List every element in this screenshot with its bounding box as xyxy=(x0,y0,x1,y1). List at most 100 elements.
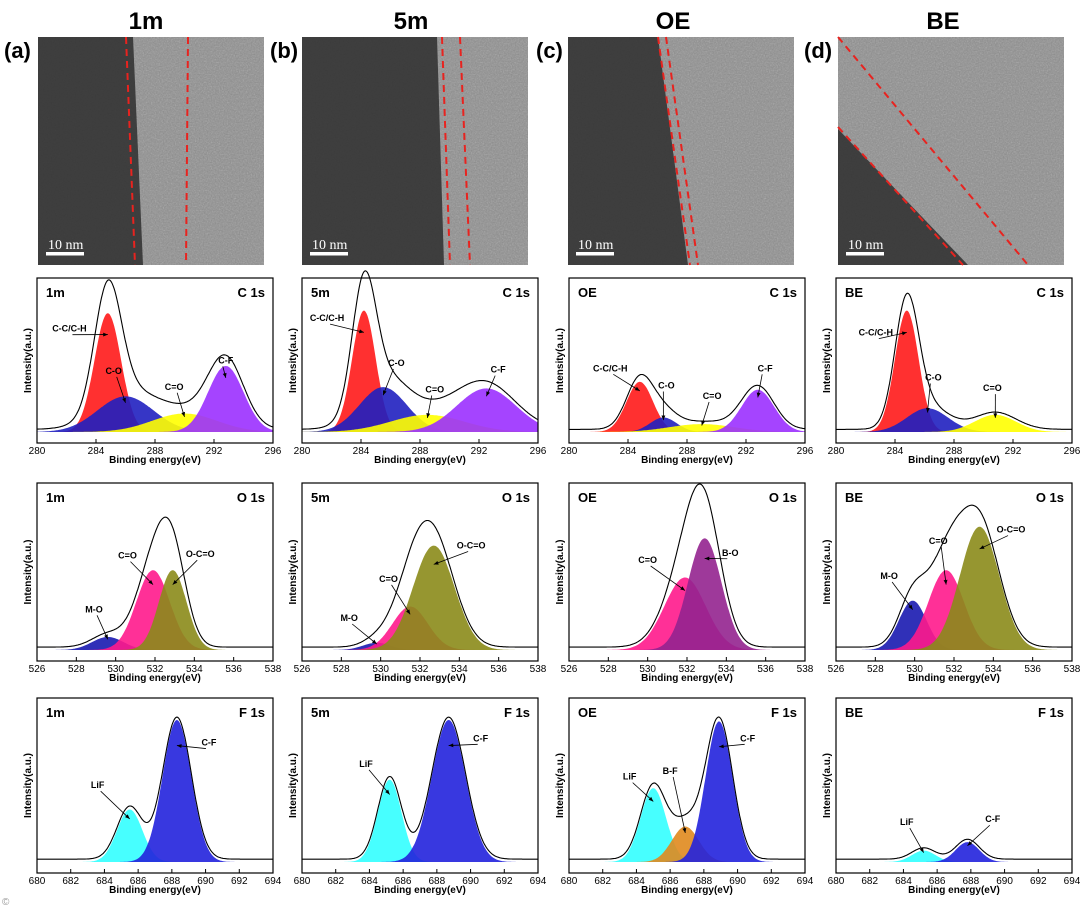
watermark-text: © xyxy=(2,897,10,908)
x-tick-label: 532 xyxy=(147,664,164,675)
annotation-arrow xyxy=(979,535,1009,550)
annotation-c-o: C=O xyxy=(118,551,137,561)
x-tick-label: 530 xyxy=(107,664,124,675)
annotation-arrow xyxy=(878,332,907,340)
x-tick-label: 694 xyxy=(265,876,282,887)
xps-plot-be-c1s: 280 284 288 292 296 Binding energy(eV) Intensi… xyxy=(822,277,1080,466)
x-tick-label: 528 xyxy=(68,664,85,675)
tem-panels: 10 nm 1m (a) 10 nm 5m (b) 10 nm OE (c) 10 nm BE (d) xyxy=(4,8,1064,266)
sample-label: BE xyxy=(845,705,863,720)
sample-label: 5m xyxy=(311,705,330,720)
annotation-arrowhead xyxy=(993,413,998,418)
annotation-arrowhead xyxy=(406,609,411,615)
annotation-b-o: B-O xyxy=(722,548,739,558)
x-tick-label: 288 xyxy=(412,446,429,457)
panel-label-a: (a) xyxy=(4,38,31,63)
x-tick-label: 688 xyxy=(164,876,181,887)
scale-bar-label: 10 nm xyxy=(48,238,84,253)
x-tick-label: 682 xyxy=(594,876,611,887)
annotation-c-c-c-h: C-C/C-H xyxy=(859,328,894,338)
peak-c-o xyxy=(302,387,538,432)
plot-frame xyxy=(835,277,1073,444)
x-tick-label: 530 xyxy=(639,664,656,675)
panel-label-c: (c) xyxy=(536,38,563,63)
annotation-arrow xyxy=(329,323,365,333)
annotation-arrow xyxy=(940,547,947,585)
x-tick-label: 688 xyxy=(429,876,446,887)
annotation-c-o: C-O xyxy=(105,366,122,376)
x-axis-label: Binding energy(eV) xyxy=(641,885,733,896)
envelope-line xyxy=(302,270,539,430)
region-label: O 1s xyxy=(1036,490,1064,505)
annotation-arrow xyxy=(368,769,390,795)
xps-plot-5m-c1s: 280 284 288 292 296 Binding energy(eV) Intensi… xyxy=(288,270,547,466)
interface-line-2 xyxy=(459,36,471,266)
annotation-arrowhead xyxy=(648,796,654,802)
annotation-arrow xyxy=(613,373,641,392)
annotation-c-f: C-F xyxy=(491,365,506,375)
x-axis-label: Binding energy(eV) xyxy=(374,885,466,896)
xps-plot-oe-f1s: 680 682 684 686 688 690 692 694 Binding energy(e… xyxy=(555,697,814,896)
x-axis-label: Binding energy(eV) xyxy=(109,885,201,896)
y-axis-label: Intensity(a.u.) xyxy=(822,328,833,393)
y-axis-label: Intensity(a.u.) xyxy=(822,753,833,818)
annotation-arrowhead xyxy=(222,372,227,378)
region-label: F 1s xyxy=(771,705,797,720)
annotation-arrow xyxy=(172,559,198,585)
annotation-arrowhead xyxy=(122,397,126,403)
region-label: F 1s xyxy=(1038,705,1064,720)
x-tick-label: 686 xyxy=(929,876,946,887)
interface-line-1 xyxy=(125,36,136,266)
interface-line-1 xyxy=(441,36,451,266)
annotation-arrowhead xyxy=(925,407,930,413)
envelope-line xyxy=(302,519,538,648)
annotation-arrow xyxy=(382,368,394,396)
annotation-arrowhead xyxy=(426,413,431,418)
peak-c-o xyxy=(836,414,1072,432)
annotation-arrowhead xyxy=(371,639,377,645)
x-tick-label: 688 xyxy=(963,876,980,887)
y-axis-label: Intensity(a.u.) xyxy=(23,753,34,818)
sample-label: 1m xyxy=(46,285,65,300)
sample-label: OE xyxy=(578,285,597,300)
peak-c-f xyxy=(302,388,538,432)
x-tick-label: 538 xyxy=(797,664,814,675)
annotation-o-c-o: O-C=O xyxy=(997,525,1026,535)
envelope-line xyxy=(836,292,1072,430)
envelope-line xyxy=(836,838,1072,860)
annotation-arrowhead xyxy=(919,847,924,853)
x-tick-label: 526 xyxy=(294,664,311,675)
x-tick-label: 684 xyxy=(628,876,645,887)
x-tick-label: 296 xyxy=(265,446,282,457)
interface-line-1 xyxy=(657,36,691,266)
x-tick-label: 538 xyxy=(265,664,282,675)
sample-label: 1m xyxy=(46,490,65,505)
annotation-lif: LiF xyxy=(91,780,105,790)
scale-bar xyxy=(846,252,884,256)
x-tick-label: 528 xyxy=(867,664,884,675)
annotation-c-f: C-F xyxy=(758,363,773,373)
xps-plot-1m-f1s: 680 682 684 686 688 690 692 694 Binding energy(e… xyxy=(23,697,282,896)
x-tick-label: 536 xyxy=(757,664,774,675)
envelope-line xyxy=(569,483,805,648)
annotation-arrowhead xyxy=(359,329,364,334)
x-tick-label: 534 xyxy=(985,664,1002,675)
peak-c-o xyxy=(836,408,1072,432)
annotation-c-f: C-F xyxy=(218,355,233,365)
peak-c-c-c-h xyxy=(569,381,805,432)
x-tick-label: 686 xyxy=(395,876,412,887)
annotation-arrow xyxy=(927,383,931,413)
x-tick-label: 284 xyxy=(887,446,904,457)
annotation-m-o: M-O xyxy=(880,571,898,581)
annotation-arrowhead xyxy=(382,390,387,396)
annotation-arrowhead xyxy=(682,827,687,833)
annotation-lif: LiF xyxy=(359,759,373,769)
annotation-c-f: C-F xyxy=(201,738,216,748)
peak-m-o xyxy=(37,637,273,650)
x-tick-label: 296 xyxy=(1064,446,1080,457)
envelope-line xyxy=(302,716,538,860)
annotation-c-o: C-O xyxy=(925,373,942,383)
sample-label: BE xyxy=(845,490,863,505)
annotation-arrow xyxy=(909,827,925,853)
region-label: O 1s xyxy=(237,490,265,505)
